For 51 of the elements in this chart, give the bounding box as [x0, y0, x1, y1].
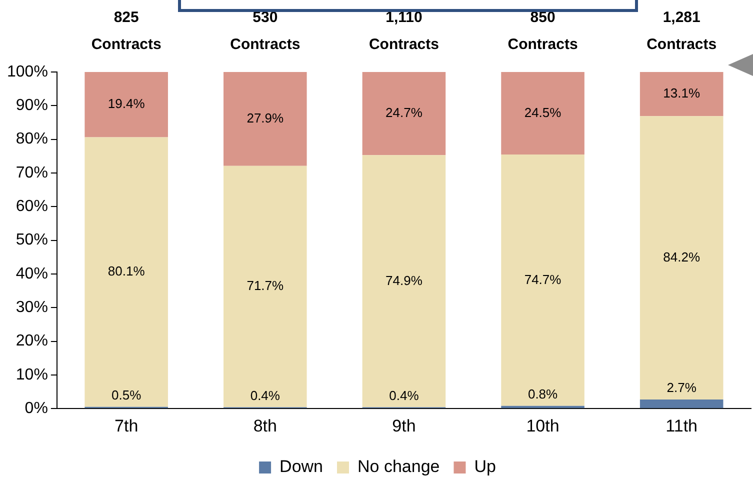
bar: [224, 166, 307, 408]
data-label: 80.1%: [108, 264, 146, 279]
y-tick-label: 40%: [16, 265, 48, 282]
data-label: 19.4%: [108, 96, 146, 112]
y-tick-label: 30%: [16, 299, 48, 316]
bar: [501, 154, 584, 406]
bar: [640, 72, 724, 116]
bar: [501, 406, 584, 408]
data-label: 13.1%: [663, 86, 700, 101]
data-label: 84.2%: [663, 249, 700, 264]
legend-label: No change: [358, 457, 440, 476]
x-tick-label: 10th: [526, 416, 560, 436]
bar: [362, 155, 446, 408]
data-label: 0.8%: [528, 386, 558, 402]
data-label: 74.7%: [524, 272, 562, 287]
data-label: 0.5%: [112, 387, 142, 402]
bar: [84, 137, 168, 407]
bar: [362, 72, 446, 156]
data-label: 24.7%: [386, 105, 423, 120]
annotation: 825 Contracts: [91, 9, 162, 54]
data-label: 27.9%: [246, 110, 284, 126]
y-tick-label: 10%: [16, 366, 48, 384]
y-tick-label: 90%: [16, 97, 48, 114]
y-tick-label: 70%: [16, 164, 48, 182]
data-label: 74.9%: [386, 272, 423, 288]
bar: [640, 116, 724, 400]
y-tick-label: 60%: [16, 198, 48, 216]
x-tick-label: 11th: [666, 416, 698, 436]
y-tick-label: 80%: [16, 130, 48, 148]
bar: [84, 72, 168, 138]
legend-label: Up: [474, 457, 496, 476]
x-tick-label: 8th: [253, 416, 277, 436]
x-tick-label: 7th: [114, 416, 138, 436]
annotation: 530 Contracts: [230, 9, 300, 54]
bar: [501, 72, 584, 154]
y-tick-label: 20%: [16, 332, 48, 350]
data-label: 0.4%: [389, 388, 420, 403]
data-label: 71.7%: [246, 278, 284, 294]
bar: [224, 72, 307, 166]
data-label: 0.4%: [250, 388, 280, 403]
x-tick-label: 9th: [392, 416, 416, 436]
legend-label: Down: [280, 457, 324, 476]
annotation: 1,281 Contracts: [646, 9, 717, 54]
annotation: 850 Contracts: [508, 9, 578, 54]
bar: [640, 400, 724, 408]
annotation: 1,110 Contracts: [368, 9, 439, 54]
y-tick-label: 50%: [16, 232, 48, 249]
data-label: 2.7%: [666, 380, 697, 396]
y-tick-label: 0%: [24, 400, 48, 418]
data-label: 24.5%: [524, 104, 562, 120]
y-tick-label: 100%: [7, 63, 48, 80]
